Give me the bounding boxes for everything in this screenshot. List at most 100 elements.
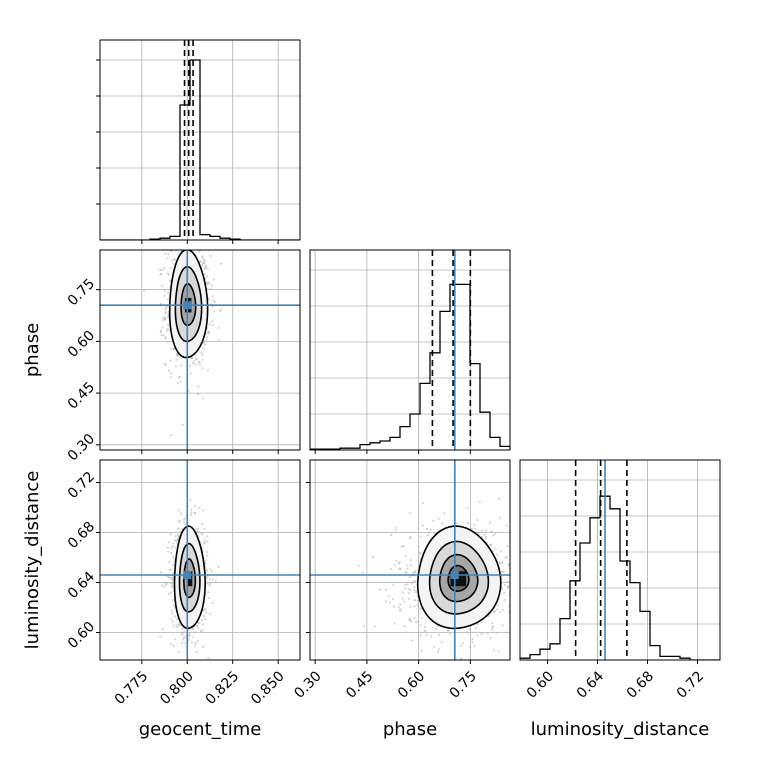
sample-point bbox=[170, 618, 173, 621]
sample-point bbox=[164, 364, 167, 367]
sample-point bbox=[164, 337, 167, 340]
x-tick-label: 0.64 bbox=[574, 668, 607, 701]
y-tick-label: 0.72 bbox=[65, 469, 98, 502]
sample-point bbox=[425, 633, 428, 637]
sample-point bbox=[471, 640, 474, 644]
sample-point bbox=[196, 639, 200, 643]
sample-point bbox=[407, 597, 410, 600]
sample-point bbox=[208, 298, 211, 301]
sample-point bbox=[373, 625, 377, 628]
sample-point bbox=[398, 567, 401, 571]
sample-point bbox=[403, 600, 406, 603]
sample-point bbox=[363, 624, 366, 627]
sample-point bbox=[501, 587, 504, 590]
sample-point bbox=[172, 624, 175, 627]
sample-point bbox=[190, 508, 193, 511]
sample-point bbox=[441, 522, 444, 525]
sample-point bbox=[409, 535, 413, 539]
sample-point bbox=[183, 518, 186, 521]
sample-point bbox=[435, 628, 438, 631]
hist-geocent_time-frame bbox=[99, 39, 301, 241]
y-tick-label: 0.45 bbox=[65, 379, 98, 412]
sample-point bbox=[413, 616, 416, 619]
x-tick-label: 0.72 bbox=[674, 668, 707, 701]
sample-point bbox=[213, 310, 216, 313]
sample-point bbox=[217, 565, 220, 569]
sample-point bbox=[175, 617, 178, 620]
sample-point bbox=[404, 571, 408, 574]
sample-point bbox=[426, 534, 429, 537]
sample-point bbox=[219, 262, 223, 265]
sample-point bbox=[209, 255, 212, 258]
sample-point bbox=[506, 580, 509, 583]
sample-point bbox=[201, 619, 204, 622]
sample-point bbox=[414, 621, 418, 624]
sample-point bbox=[174, 259, 177, 262]
sample-point bbox=[408, 511, 411, 515]
sample-point bbox=[159, 273, 162, 276]
y-tick-label: 0.60 bbox=[65, 328, 98, 361]
sample-point bbox=[166, 327, 169, 330]
sample-point bbox=[413, 599, 416, 602]
sample-point bbox=[404, 584, 407, 587]
sample-point bbox=[536, 614, 538, 616]
sample-point bbox=[211, 570, 214, 573]
sample-point bbox=[211, 284, 214, 287]
sample-point bbox=[494, 547, 497, 550]
sample-point bbox=[208, 244, 210, 246]
hist-panel-luminosity_distance bbox=[520, 460, 720, 664]
sample-point bbox=[204, 267, 207, 270]
sample-point bbox=[388, 601, 391, 604]
sample-point bbox=[527, 593, 529, 595]
sample-point bbox=[172, 604, 175, 607]
sample-point bbox=[198, 250, 201, 253]
sample-point bbox=[167, 550, 170, 553]
sample-point bbox=[515, 553, 517, 555]
sample-point bbox=[195, 241, 197, 243]
sample-point bbox=[180, 628, 183, 631]
sample-point bbox=[170, 546, 173, 549]
sample-point bbox=[211, 295, 214, 298]
sample-point bbox=[164, 583, 167, 586]
sample-point bbox=[163, 267, 166, 270]
sample-point bbox=[194, 354, 197, 357]
hist-luminosity_distance-frame bbox=[519, 459, 721, 661]
sample-point bbox=[473, 523, 476, 526]
sample-point bbox=[198, 360, 201, 363]
sample-point bbox=[211, 324, 214, 327]
sample-point bbox=[478, 500, 481, 504]
sample-point bbox=[165, 329, 168, 332]
sample-point bbox=[501, 624, 504, 627]
sample-point bbox=[171, 612, 174, 615]
scatter-geocent_time-luminosity_distance-frame bbox=[99, 459, 301, 661]
sample-point bbox=[211, 578, 214, 581]
sample-point bbox=[212, 299, 215, 302]
sample-point bbox=[516, 609, 518, 611]
sample-point bbox=[480, 529, 483, 533]
sample-point bbox=[492, 625, 495, 628]
sample-point bbox=[407, 591, 410, 595]
sample-point bbox=[179, 512, 183, 515]
sample-point bbox=[194, 232, 196, 234]
sample-point bbox=[189, 242, 191, 244]
sample-point bbox=[197, 385, 200, 388]
sample-point bbox=[195, 527, 198, 531]
sample-point bbox=[528, 581, 530, 583]
sample-point bbox=[455, 522, 458, 525]
sample-point bbox=[176, 242, 178, 244]
sample-point bbox=[492, 610, 496, 613]
truth-marker bbox=[183, 571, 192, 579]
sample-point bbox=[526, 595, 528, 597]
sample-point bbox=[174, 535, 177, 538]
sample-point bbox=[475, 626, 478, 630]
sample-point bbox=[551, 573, 553, 575]
sample-point bbox=[168, 329, 171, 332]
sample-point bbox=[530, 562, 532, 564]
sample-point bbox=[197, 228, 199, 230]
sample-point bbox=[496, 553, 499, 557]
sample-point bbox=[204, 617, 207, 621]
sample-point bbox=[384, 588, 388, 591]
sample-point bbox=[202, 615, 205, 618]
sample-point bbox=[206, 267, 209, 270]
